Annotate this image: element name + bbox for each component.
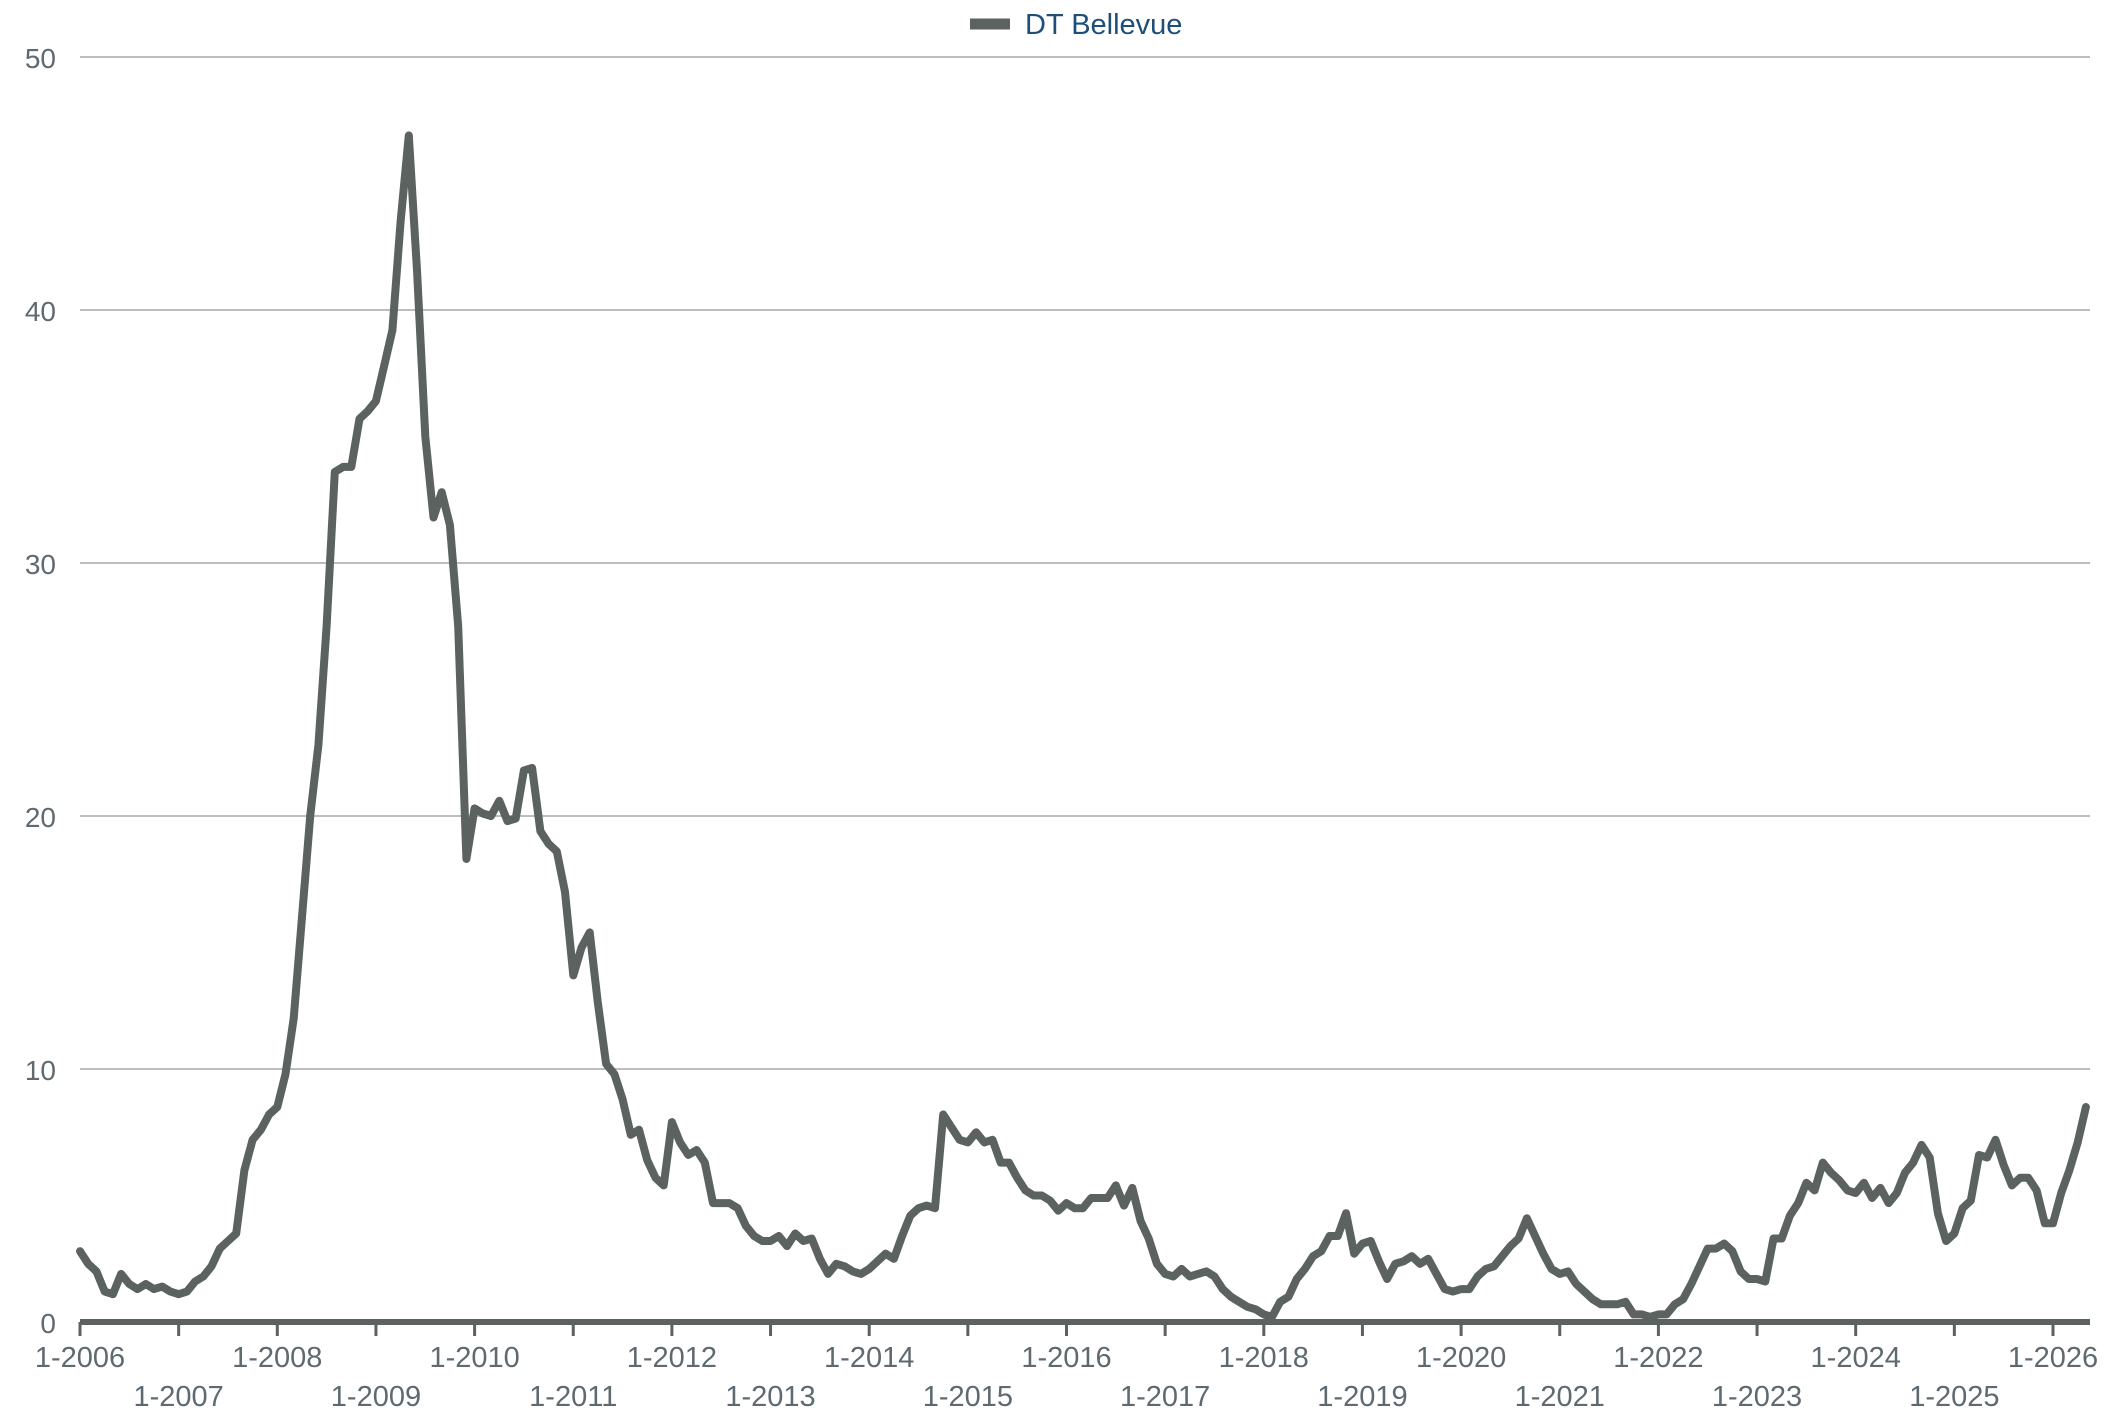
legend-label-dt-bellevue: DT Bellevue: [1025, 9, 1182, 41]
x-tick-label-1-2018: 1-2018: [1219, 1342, 1309, 1374]
x-tick-label-1-2024: 1-2024: [1811, 1342, 1901, 1374]
x-tick-label-1-2022: 1-2022: [1613, 1342, 1703, 1374]
x-tick-label-1-2011: 1-2011: [529, 1381, 617, 1412]
y-tick-label-30: 30: [25, 549, 56, 580]
x-tick-label-1-2015: 1-2015: [923, 1381, 1013, 1412]
x-tick-label-1-2016: 1-2016: [1021, 1342, 1111, 1374]
x-tick-label-1-2021: 1-2021: [1515, 1381, 1605, 1412]
x-tick-label-1-2008: 1-2008: [232, 1342, 322, 1374]
y-tick-label-0: 0: [40, 1308, 56, 1339]
x-axis-tick-labels: 1-2006 1-2007 1-2008 1-2009 1-2010 1-2011 1-20…: [35, 1342, 2098, 1413]
y-tick-label-40: 40: [25, 296, 56, 327]
series-line-dt-bellevue: [76, 131, 2090, 1321]
grid-lines: [80, 56, 2090, 1070]
x-tick-label-1-2010: 1-2010: [429, 1342, 519, 1374]
x-tick-label-1-2019: 1-2019: [1317, 1381, 1407, 1412]
series-lines: [76, 131, 2090, 1321]
x-tick-label-1-2026: 1-2026: [2008, 1342, 2098, 1374]
x-tick-label-1-2007: 1-2007: [133, 1381, 223, 1412]
y-tick-label-10: 10: [25, 1055, 56, 1086]
x-axis: [78, 1319, 2090, 1336]
x-tick-label-1-2013: 1-2013: [725, 1381, 815, 1412]
y-tick-label-50: 50: [25, 43, 56, 74]
x-tick-label-1-2025: 1-2025: [1909, 1381, 1999, 1412]
y-axis-tick-labels: 0 10 20 30 40 50: [25, 43, 56, 1339]
x-tick-label-1-2009: 1-2009: [331, 1381, 421, 1412]
x-tick-label-1-2014: 1-2014: [824, 1342, 914, 1374]
legend: DT Bellevue: [970, 9, 1182, 41]
x-tick-label-1-2020: 1-2020: [1416, 1342, 1506, 1374]
x-tick-label-1-2006: 1-2006: [35, 1342, 125, 1374]
y-tick-label-20: 20: [25, 802, 56, 833]
x-tick-label-1-2017: 1-2017: [1120, 1381, 1210, 1412]
x-tick-label-1-2012: 1-2012: [627, 1342, 717, 1374]
x-tick-label-1-2023: 1-2023: [1712, 1381, 1802, 1412]
